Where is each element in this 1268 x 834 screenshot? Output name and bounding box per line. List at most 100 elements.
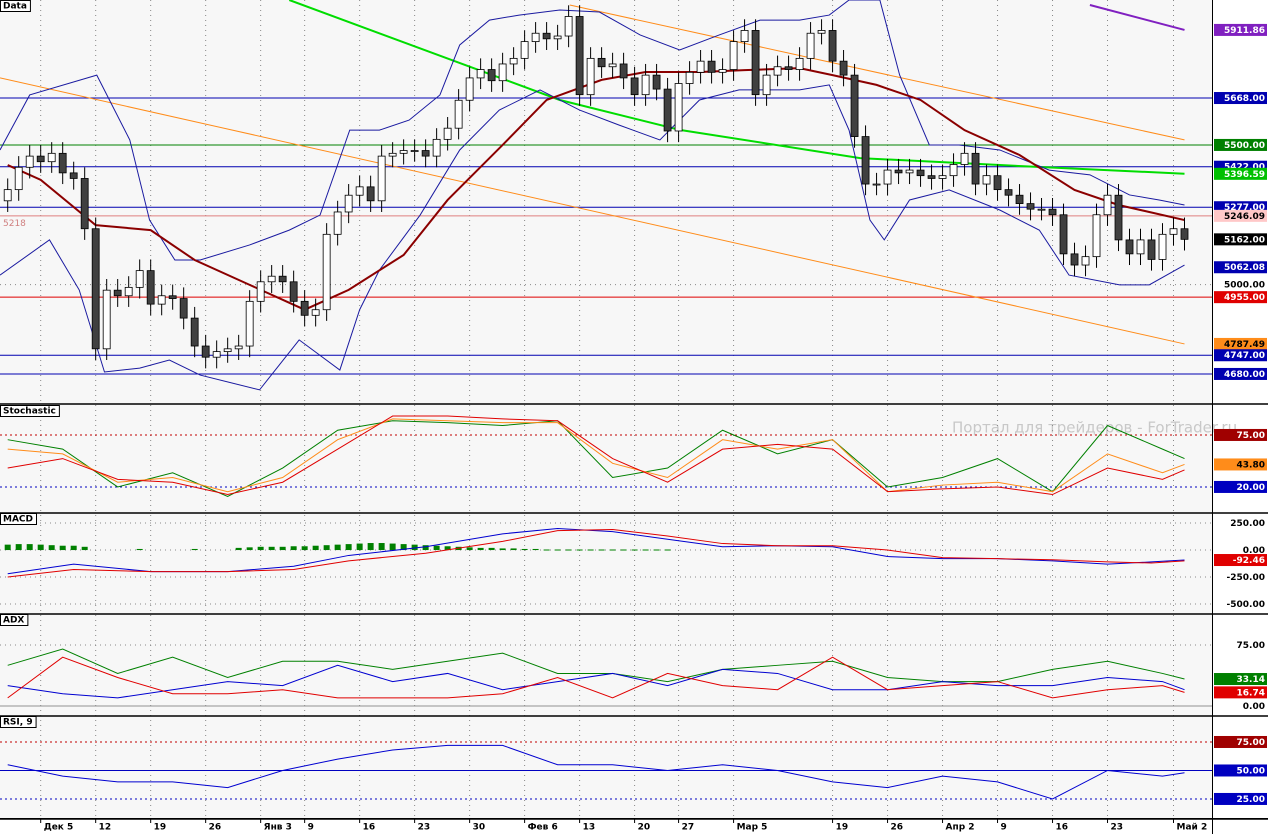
annotation: 5218: [3, 219, 26, 229]
price-label-box: [1214, 261, 1267, 274]
candle-body: [69, 172, 78, 179]
price-label-box: [1214, 278, 1267, 291]
candle-body: [47, 152, 56, 163]
x-tick-label: 9: [1001, 823, 1007, 833]
candle-body: [520, 41, 529, 59]
candle-body: [850, 74, 859, 137]
x-tick-label: 30: [473, 823, 486, 833]
histogram-bar: [257, 546, 264, 551]
histogram-bar: [191, 548, 198, 551]
price-label-box: [1214, 673, 1267, 686]
histogram-bar: [554, 549, 561, 551]
histogram-bar: [334, 544, 341, 551]
price-label: 75.00: [1237, 641, 1265, 651]
candle-body: [883, 169, 892, 185]
candle-body: [564, 16, 573, 37]
price-label: 4747.00: [1224, 351, 1265, 361]
candle-body: [377, 155, 386, 202]
plot-area: [0, 0, 1212, 818]
panel: [0, 0, 1212, 391]
candle-body: [828, 30, 837, 62]
histogram-bar: [70, 545, 77, 551]
candle-body: [762, 74, 771, 96]
price-label-box: [1214, 517, 1267, 530]
panel-title: Data: [3, 2, 27, 12]
price-label-box: [1214, 209, 1267, 222]
histogram-bar: [642, 549, 649, 551]
candle-body: [641, 74, 650, 96]
candle-body: [817, 30, 826, 34]
x-tick-label: 26: [891, 823, 904, 833]
histogram-bar: [444, 546, 451, 551]
candle-body: [322, 233, 331, 311]
candle-body: [784, 66, 793, 70]
x-tick-label: Янв 3: [264, 823, 292, 833]
price-label: 4787.49: [1224, 340, 1265, 350]
x-tick-label: 12: [99, 823, 112, 833]
candle-body: [476, 69, 485, 79]
price-label: 5668.00: [1224, 94, 1265, 104]
candle-body: [1048, 208, 1057, 216]
candle-body: [1092, 214, 1101, 258]
candle-body: [553, 35, 562, 40]
histogram-bar: [235, 547, 242, 551]
histogram-bar: [26, 544, 33, 551]
candle-body: [916, 169, 925, 177]
price-label-box: [1214, 337, 1267, 350]
indicator-line: [7, 529, 1185, 578]
candle-body: [707, 60, 716, 73]
price-label: 5277.00: [1224, 203, 1265, 213]
x-tick-label: 16: [363, 823, 376, 833]
candle-body: [982, 175, 991, 185]
candle-body: [3, 189, 12, 202]
candle-body: [1103, 194, 1112, 216]
candle-body: [465, 77, 474, 101]
candle-body: [146, 270, 155, 305]
price-label: 25.00: [1237, 795, 1265, 805]
x-tick-label: 23: [418, 823, 431, 833]
price-label: 5162.00: [1224, 235, 1265, 245]
candle-body: [344, 194, 353, 213]
x-tick-label: Май 2: [1177, 823, 1208, 833]
histogram-bar: [323, 545, 330, 551]
histogram-bar: [268, 546, 275, 551]
histogram-bar: [4, 544, 11, 551]
price-label-box: [1214, 92, 1267, 105]
price-label: 4680.00: [1224, 370, 1265, 380]
candle-body: [245, 300, 254, 347]
candle-body: [289, 281, 298, 302]
x-tick-label: 20: [638, 823, 651, 833]
histogram-bar: [59, 545, 66, 551]
x-tick-label: 26: [209, 823, 222, 833]
candle-body: [575, 16, 584, 96]
candle-body: [1081, 256, 1090, 266]
price-label-box: [1214, 349, 1267, 362]
x-tick-label: 23: [1111, 823, 1124, 833]
histogram-bar: [543, 549, 550, 551]
candle-body: [443, 127, 452, 140]
candle-body: [630, 77, 639, 96]
candle-body: [36, 155, 45, 163]
histogram-bar: [246, 547, 253, 551]
indicator-line: [7, 664, 1185, 699]
candle-body: [927, 175, 936, 179]
candle-body: [388, 152, 397, 157]
candle-body: [25, 155, 34, 168]
histogram-bar: [631, 549, 638, 551]
histogram-bar: [411, 544, 418, 551]
price-label: 5500.00: [1224, 141, 1265, 151]
candle-body: [1114, 194, 1123, 241]
histogram-bar: [609, 549, 616, 551]
histogram-bar: [521, 548, 528, 551]
candle-body: [509, 57, 518, 65]
candle-body: [1158, 233, 1167, 260]
histogram-bar: [389, 543, 396, 551]
histogram-bar: [587, 549, 594, 551]
price-label: 20.00: [1237, 483, 1265, 493]
candle-body: [256, 281, 265, 302]
candle-body: [839, 60, 848, 76]
candle-body: [102, 289, 111, 350]
x-tick-label: Апр 2: [946, 823, 975, 833]
price-label-box: [1214, 638, 1267, 651]
